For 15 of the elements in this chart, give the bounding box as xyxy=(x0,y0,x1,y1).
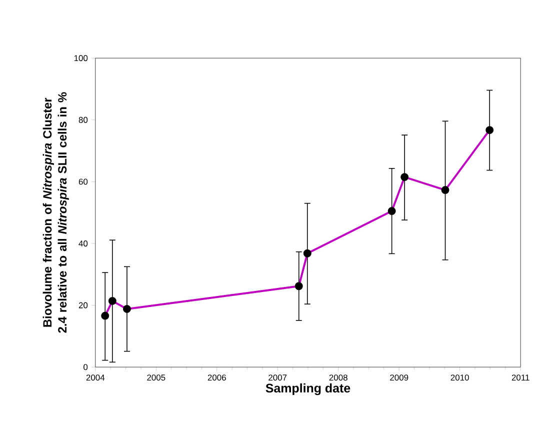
y-tick-label: 100 xyxy=(74,55,88,62)
x-tick-label: 2009 xyxy=(390,374,408,381)
y-tick-label: 20 xyxy=(78,302,88,308)
x-tick-label: 2010 xyxy=(450,374,469,381)
x-tick-label: 2008 xyxy=(329,374,348,381)
x-tick-label: 2011 xyxy=(512,374,530,381)
x-tick-label: 2006 xyxy=(208,374,226,381)
y-tick-label: 0 xyxy=(84,364,88,370)
x-tick-label: 2007 xyxy=(268,374,287,381)
x-tick-label: 2005 xyxy=(147,374,166,381)
x-axis-title: Sampling date xyxy=(266,384,350,396)
y-tick-label: 80 xyxy=(78,117,88,124)
x-tick-label: 2004 xyxy=(86,374,105,381)
y-tick-label: 60 xyxy=(78,178,88,185)
y-tick-label: 40 xyxy=(78,240,88,247)
